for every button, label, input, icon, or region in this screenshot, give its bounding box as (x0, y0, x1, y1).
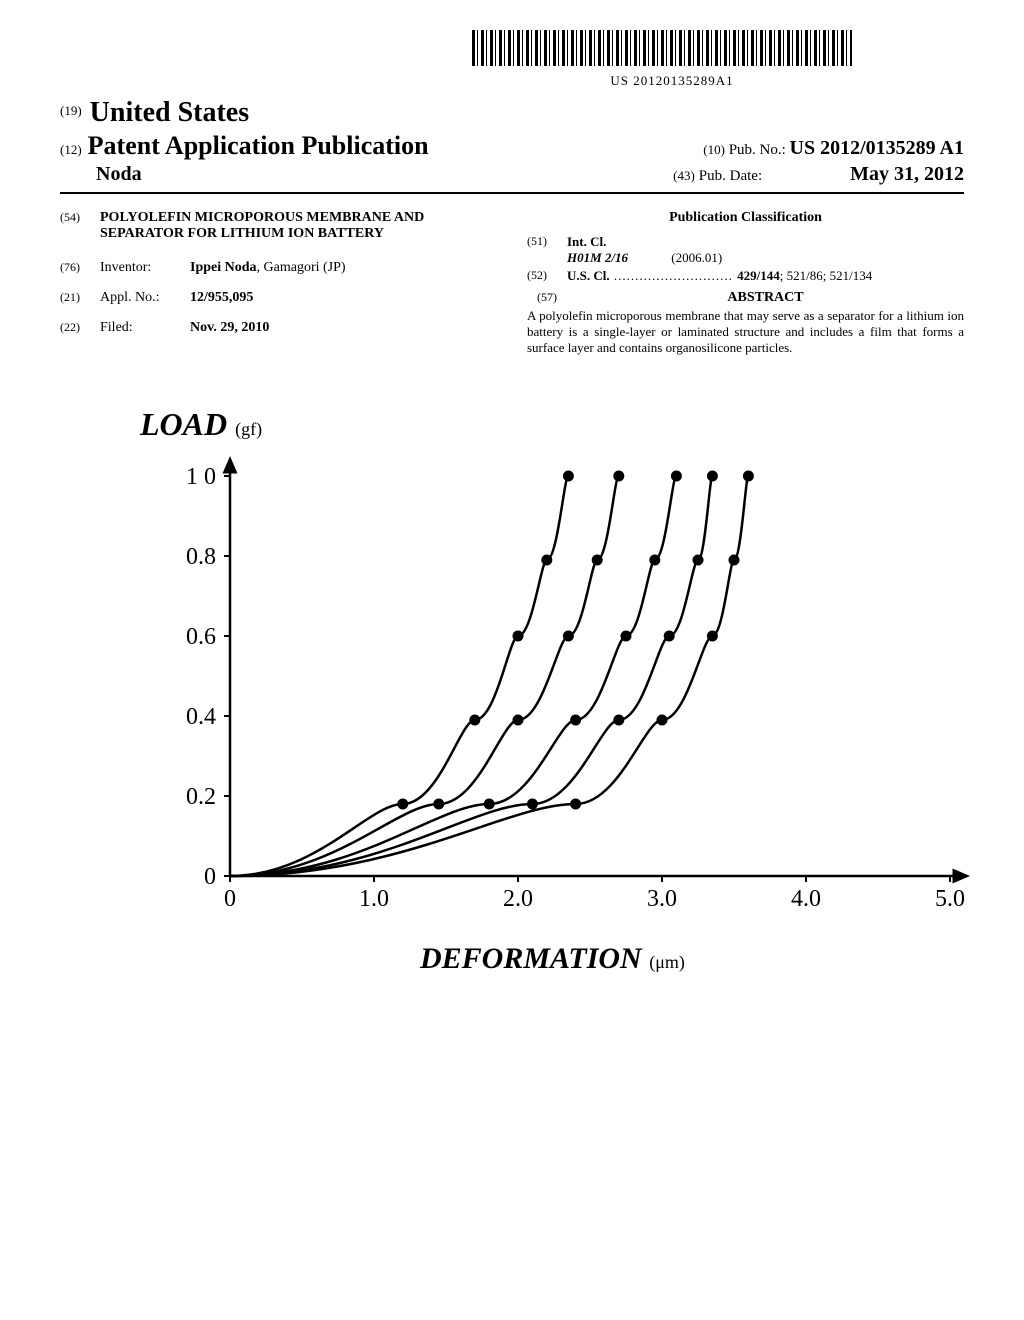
code-21: (21) (60, 290, 100, 306)
y-label-unit: (gf) (235, 419, 262, 439)
svg-text:0.4: 0.4 (186, 704, 216, 730)
code-43: (43) (673, 168, 695, 183)
inventor-name: Ippei Noda (190, 260, 257, 275)
y-axis-label: LOAD (gf) (140, 406, 262, 443)
inventor-label: Inventor: (100, 260, 190, 276)
uscl-first: 429/144 (737, 268, 780, 283)
code-19: (19) (60, 103, 82, 118)
two-column-block: (54) POLYOLEFIN MICROPOROUS MEMBRANE AND… (60, 210, 964, 356)
pub-left: (12) Patent Application Publication (60, 131, 429, 161)
inventor-location: , Gamagori (JP) (257, 260, 346, 275)
svg-text:0.6: 0.6 (186, 624, 216, 650)
svg-text:0: 0 (204, 864, 216, 890)
code-76: (76) (60, 260, 100, 276)
appl-row: (21) Appl. No.: 12/955,095 (60, 290, 497, 306)
uscl-dots: ............................ (610, 268, 738, 283)
pub-date: May 31, 2012 (850, 163, 964, 185)
x-label-unit: (μm) (649, 952, 685, 972)
code-57: (57) (527, 290, 567, 306)
intcl-label: Int. Cl. (567, 234, 722, 250)
abstract-heading: ABSTRACT (567, 290, 964, 306)
pub-num-label: Pub. No.: (729, 142, 786, 158)
barcode-graphic (472, 30, 852, 66)
code-10: (10) (703, 142, 725, 157)
x-label-text: DEFORMATION (420, 942, 642, 975)
svg-text:5.0: 5.0 (935, 886, 965, 912)
code-12: (12) (60, 142, 82, 158)
code-54: (54) (60, 210, 100, 242)
barcode-text: US 20120135289A1 (380, 73, 964, 89)
header-country-row: (19) United States (60, 97, 964, 129)
filed-date: Nov. 29, 2010 (190, 320, 269, 336)
svg-text:1 0: 1 0 (186, 464, 216, 490)
chart-area: LOAD (gf) 0 0.2 0.4 0.6 0.8 1 0 0 1.0 2.0 3.0 4.0 5… (60, 406, 964, 966)
pub-right: (10) Pub. No.: US 2012/0135289 A1 (703, 137, 964, 160)
country: United States (90, 97, 249, 128)
filed-label: Filed: (100, 320, 190, 336)
y-label-text: LOAD (140, 406, 227, 442)
x-axis-label: DEFORMATION (μm) (420, 942, 685, 976)
appl-label: Appl. No.: (100, 290, 190, 306)
pub-date-label: Pub. Date: (699, 168, 762, 184)
filed-row: (22) Filed: Nov. 29, 2010 (60, 320, 497, 336)
abstract-text: A polyolefin microporous membrane that m… (527, 308, 964, 356)
classification-title: Publication Classification (527, 210, 964, 226)
code-22: (22) (60, 320, 100, 336)
uscl-rest: ; 521/86; 521/134 (780, 268, 872, 283)
svg-text:0.2: 0.2 (186, 784, 216, 810)
svg-text:1.0: 1.0 (359, 886, 389, 912)
svg-text:0.8: 0.8 (186, 544, 216, 570)
title-block: (54) POLYOLEFIN MICROPOROUS MEMBRANE AND… (60, 210, 497, 242)
publication-type: Patent Application Publication (88, 131, 429, 161)
code-51: (51) (527, 234, 567, 266)
svg-text:2.0: 2.0 (503, 886, 533, 912)
uscl-label: U.S. Cl. (567, 268, 610, 283)
svg-text:3.0: 3.0 (647, 886, 677, 912)
code-52: (52) (527, 268, 567, 284)
right-column: Publication Classification (51) Int. Cl.… (527, 210, 964, 356)
barcode-region: US 20120135289A1 (60, 30, 964, 89)
svg-text:0: 0 (224, 886, 236, 912)
publication-row: (12) Patent Application Publication (10)… (60, 131, 964, 161)
chart-svg: 0 0.2 0.4 0.6 0.8 1 0 0 1.0 2.0 3.0 4.0 5.0 (160, 456, 970, 926)
appl-no: 12/955,095 (190, 290, 253, 306)
pub-date-block: (43) Pub. Date: May 31, 2012 (673, 163, 964, 186)
svg-text:4.0: 4.0 (791, 886, 821, 912)
intcl-date: (2006.01) (671, 250, 722, 265)
abstract-heading-row: (57) ABSTRACT (527, 290, 964, 306)
invention-title: POLYOLEFIN MICROPOROUS MEMBRANE AND SEPA… (100, 210, 497, 242)
pub-num: US 2012/0135289 A1 (790, 137, 964, 159)
intcl-class: H01M 2/16 (567, 250, 628, 265)
author-name: Noda (96, 163, 142, 186)
left-column: (54) POLYOLEFIN MICROPOROUS MEMBRANE AND… (60, 210, 497, 356)
uscl-row: (52) U.S. Cl. ..........................… (527, 268, 964, 284)
inventor-row: (76) Inventor: Ippei Noda, Gamagori (JP) (60, 260, 497, 276)
author-row: Noda (43) Pub. Date: May 31, 2012 (60, 163, 964, 194)
intcl-row: (51) Int. Cl. H01M 2/16 (2006.01) (527, 234, 964, 266)
